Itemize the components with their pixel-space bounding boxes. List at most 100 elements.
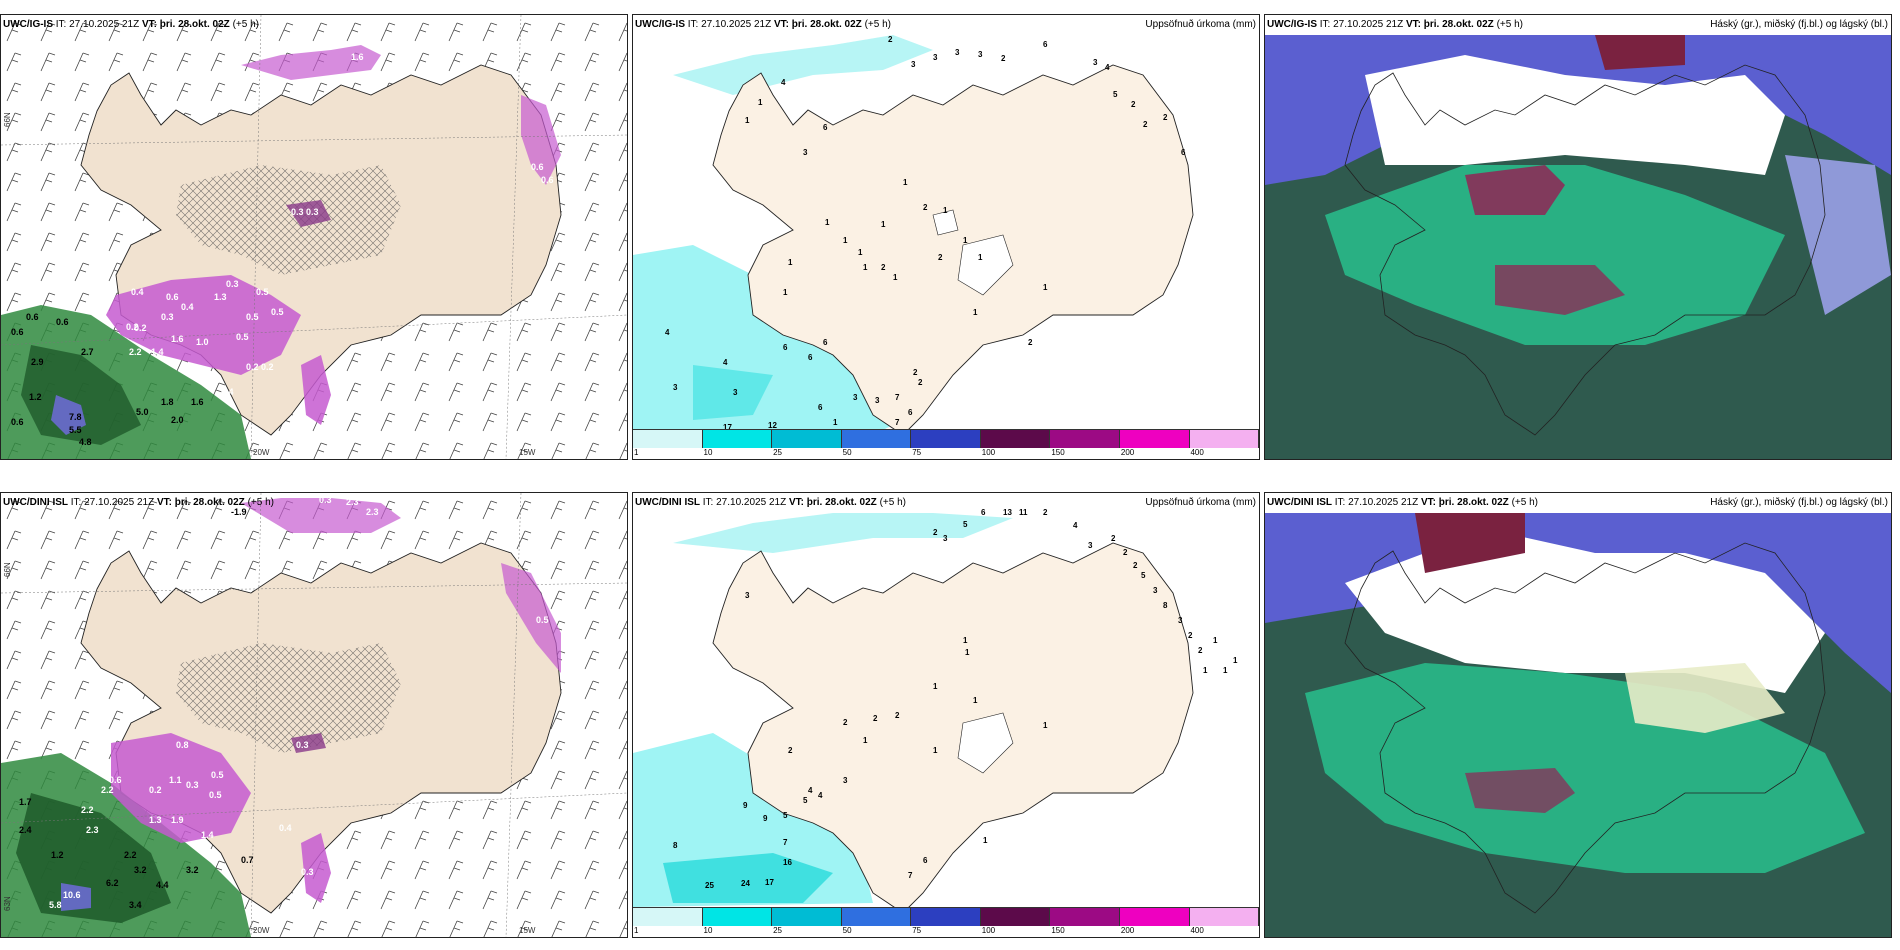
colorbar-tick: 100: [981, 926, 996, 935]
wind-precip-map: -1.9 0.3 2.3 2.3 0.8 0.3 1.1 0.5 0.5 1.9…: [1, 493, 627, 937]
precip-label: 6: [823, 123, 828, 132]
synop-label: 1.4: [201, 830, 214, 840]
synop-label: 1.6: [351, 52, 364, 62]
precip-label: 1: [1223, 666, 1228, 675]
synop-label: 0.2: [134, 323, 147, 333]
precip-label: 7: [895, 418, 900, 427]
precip-label: 2: [1198, 646, 1203, 655]
precip-label: 2: [1123, 548, 1128, 557]
colorbar-tick: 10: [703, 448, 713, 457]
precip-label: 5: [783, 811, 788, 820]
synop-label: 3.2: [134, 865, 147, 875]
synop-label: 0.4: [131, 287, 144, 297]
synop-label: 4.8: [79, 437, 92, 447]
precip-colorbar: 1 10 25 50 75 100 150 200 400: [633, 907, 1259, 937]
precip-label: 1: [1213, 636, 1218, 645]
colorbar-swatch: [1050, 430, 1120, 448]
synop-label: 1.6: [191, 397, 204, 407]
precip-label: 3: [955, 48, 960, 57]
colorbar-swatch: [980, 430, 1051, 448]
precip-label: 1: [1043, 283, 1048, 292]
precip-label: 2: [788, 746, 793, 755]
precip-label: 7: [783, 838, 788, 847]
synop-label: 0.3: [186, 780, 199, 790]
precip-label: 2: [1001, 54, 1006, 63]
synop-label: 7.8: [69, 412, 82, 422]
synop-label: 3.2: [186, 865, 199, 875]
colorbar-swatch: [1050, 908, 1120, 926]
precip-label: 4: [665, 328, 670, 337]
colorbar-swatch: [1119, 908, 1190, 926]
precip-label: 6: [1181, 148, 1186, 157]
precip-label: 1: [863, 736, 868, 745]
colorbar-tick: 200: [1120, 926, 1135, 935]
precip-label: 4: [818, 791, 823, 800]
synop-label: 1.1: [169, 775, 182, 785]
precip-label: 3: [933, 53, 938, 62]
precip-label: 2: [1143, 120, 1148, 129]
colorbar-swatch: [772, 908, 842, 926]
precip-label: 1: [788, 258, 793, 267]
synop-label: 0.4: [181, 302, 194, 312]
synop-label: 3.4: [129, 900, 142, 910]
precip-label: 9: [763, 814, 768, 823]
synop-label: 2.3: [86, 825, 99, 835]
precip-label: 1: [978, 253, 983, 262]
precip-label: 5: [963, 520, 968, 529]
synop-label: 0.6: [11, 417, 24, 427]
colorbar-swatch: [980, 908, 1051, 926]
colorbar-tick: 75: [912, 448, 922, 457]
precip-label: 1: [783, 288, 788, 297]
colorbar-tick: 50: [842, 448, 852, 457]
precip-label: 1: [833, 418, 838, 427]
precip-label: 3: [745, 591, 750, 600]
synop-label: 0.4: [279, 823, 292, 833]
precip-label: 1: [933, 682, 938, 691]
precip-label: 8: [673, 841, 678, 850]
precip-label: 6: [818, 403, 823, 412]
synop-label: 0.6: [166, 292, 179, 302]
colorbar-tick: 200: [1120, 448, 1135, 457]
precip-label: 2: [933, 528, 938, 537]
precip-label: 2: [923, 203, 928, 212]
precip-label: 4: [1073, 521, 1078, 530]
precip-label: 2: [1028, 338, 1033, 347]
colorbar-swatch: [1189, 908, 1259, 926]
lat-label-66n: 66N: [3, 112, 12, 127]
precip-label: 2: [873, 714, 878, 723]
lat-label-66n: 66N: [3, 562, 12, 577]
panel-title: UWC/DINI ISL IT: 27.10.2025 21Z VT: þri.…: [1267, 497, 1538, 508]
precip-label: 1: [983, 836, 988, 845]
panel-field-title: Uppsöfnuð úrkoma (mm): [1145, 497, 1256, 508]
precip-label: 3: [1088, 541, 1093, 550]
colorbar-tick: 50: [842, 926, 852, 935]
synop-label: 5.8: [49, 900, 62, 910]
precip-label: 2: [881, 263, 886, 272]
panel-precip-dini: UWC/DINI ISL IT: 27.10.2025 21Z VT: þri.…: [632, 492, 1260, 938]
synop-label: 0.6: [56, 317, 69, 327]
synop-label: 0.4: [221, 387, 234, 397]
precip-label: 3: [1153, 586, 1158, 595]
precip-label: 1: [973, 308, 978, 317]
synop-label: 0.3: [319, 495, 332, 505]
panel-title: UWC/IG-IS IT: 27.10.2025 21Z VT: þri. 28…: [635, 19, 891, 30]
precip-label: 2: [843, 718, 848, 727]
synop-label: 1.7: [19, 797, 32, 807]
precip-label: 3: [843, 776, 848, 785]
lon-label-20w: 20W: [253, 926, 270, 935]
synop-label: 0.5: [271, 307, 284, 317]
colorbar-swatch: [702, 908, 773, 926]
panel-title: UWC/DINI ISL IT: 27.10.2025 21Z VT: þri.…: [3, 497, 274, 508]
synop-label: 0.3: [306, 207, 319, 217]
precip-label: 3: [853, 393, 858, 402]
panel-precip-igis: UWC/IG-IS IT: 27.10.2025 21Z VT: þri. 28…: [632, 14, 1260, 460]
precip-label: 6: [1043, 40, 1048, 49]
colorbar-tick: 25: [773, 926, 783, 935]
precip-label: 3: [1178, 616, 1183, 625]
synop-label: 5.5: [69, 425, 82, 435]
synop-label: 2.2: [124, 850, 137, 860]
colorbar-swatch: [1189, 430, 1259, 448]
precip-label: 2: [918, 378, 923, 387]
synop-label: 0.6: [26, 312, 39, 322]
precip-label: 1: [858, 248, 863, 257]
